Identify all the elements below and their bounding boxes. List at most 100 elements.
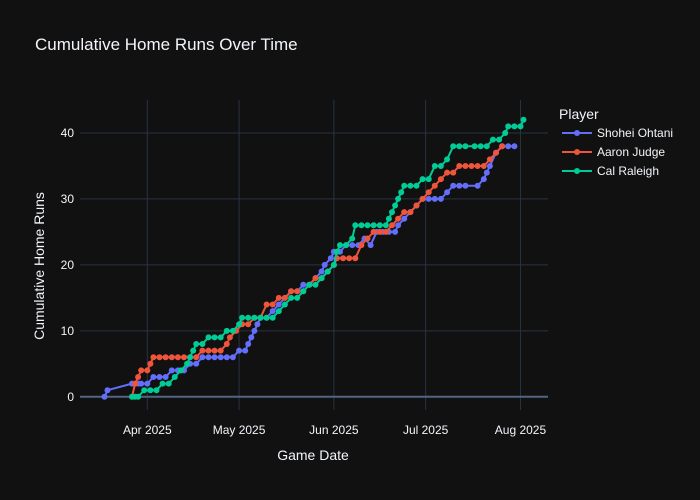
data-point (413, 182, 420, 189)
data-point (502, 130, 509, 136)
data-point (456, 163, 463, 169)
x-tick-label: Jul 2025 (403, 423, 449, 437)
data-point (343, 242, 350, 249)
data-point (505, 123, 512, 130)
data-point (217, 347, 224, 354)
data-point (239, 314, 246, 321)
data-point (236, 347, 243, 354)
legend[interactable]: Player Shohei Ohtani Aaron Judge Cal Ralei… (559, 106, 673, 178)
data-point (144, 380, 151, 387)
x-tick-label: Aug 2025 (495, 423, 547, 437)
data-point (349, 235, 356, 242)
data-point (499, 143, 506, 150)
legend-swatch-marker (574, 168, 580, 174)
data-point (281, 294, 288, 301)
legend-item[interactable]: Cal Raleigh (562, 164, 659, 178)
data-point (419, 176, 426, 183)
data-point (181, 354, 187, 361)
data-point (437, 195, 444, 202)
data-point (333, 248, 340, 255)
data-point (269, 314, 276, 321)
data-point (456, 182, 463, 189)
x-axis-title: Game Date (277, 447, 349, 463)
data-point (217, 334, 224, 341)
legend-label: Shohei Ohtani (597, 126, 673, 140)
data-point (306, 281, 313, 288)
data-point (229, 327, 236, 334)
data-point (251, 327, 258, 334)
data-point (456, 143, 463, 150)
data-point (226, 334, 233, 341)
y-axis-title: Cumulative Home Runs (31, 192, 47, 340)
data-point (398, 189, 405, 196)
data-point (147, 387, 154, 394)
x-tick-label: May 2025 (213, 423, 266, 437)
data-point (517, 123, 524, 130)
series-layer (101, 116, 527, 400)
data-point (493, 149, 499, 156)
y-tick-label: 30 (61, 192, 75, 206)
data-point (211, 334, 218, 341)
data-point (205, 354, 212, 361)
data-point (275, 301, 282, 308)
data-point (190, 347, 197, 354)
data-point (352, 222, 359, 229)
data-point (489, 136, 496, 143)
data-point (401, 209, 408, 216)
data-point (431, 195, 438, 202)
data-point (150, 374, 157, 380)
data-point (376, 228, 383, 235)
data-point (288, 288, 295, 295)
data-point (144, 367, 151, 374)
data-point (462, 163, 469, 169)
data-point (184, 360, 191, 367)
legend-swatch-marker (574, 149, 580, 155)
data-point (425, 176, 432, 183)
data-point (162, 374, 169, 380)
data-point (177, 367, 184, 374)
data-point (300, 281, 307, 288)
data-point (425, 195, 432, 202)
data-point (327, 255, 334, 262)
data-point (431, 163, 438, 169)
data-point (486, 163, 493, 169)
data-point (496, 136, 503, 143)
data-point (300, 288, 307, 295)
data-point (330, 261, 337, 268)
data-point (462, 182, 469, 189)
data-point (153, 387, 160, 394)
data-point (511, 123, 518, 130)
legend-label: Cal Raleigh (597, 164, 659, 178)
data-point (269, 301, 276, 308)
data-point (165, 380, 172, 387)
data-point (245, 321, 252, 328)
data-point (223, 354, 230, 361)
data-point (364, 235, 371, 242)
data-point (199, 354, 206, 361)
data-point (392, 228, 399, 235)
data-point (236, 321, 243, 328)
data-point (138, 380, 145, 387)
legend-item[interactable]: Shohei Ohtani (562, 126, 673, 140)
data-point (480, 176, 487, 183)
data-point (263, 301, 270, 308)
data-point (199, 341, 206, 347)
data-point (511, 143, 518, 150)
data-point (156, 374, 163, 380)
legend-item[interactable]: Aaron Judge (562, 145, 665, 159)
data-point (159, 380, 166, 387)
data-point (462, 143, 469, 150)
x-tick-label: Apr 2025 (123, 423, 172, 437)
data-point (450, 169, 457, 176)
y-tick-label: 10 (61, 324, 75, 338)
data-point (168, 367, 175, 374)
data-point (168, 354, 175, 361)
data-point (389, 222, 395, 229)
data-point (141, 387, 148, 394)
data-point (193, 341, 200, 347)
data-point (407, 209, 414, 216)
series-aaron-judge (129, 143, 506, 400)
grid (80, 100, 548, 410)
data-point (401, 182, 408, 189)
